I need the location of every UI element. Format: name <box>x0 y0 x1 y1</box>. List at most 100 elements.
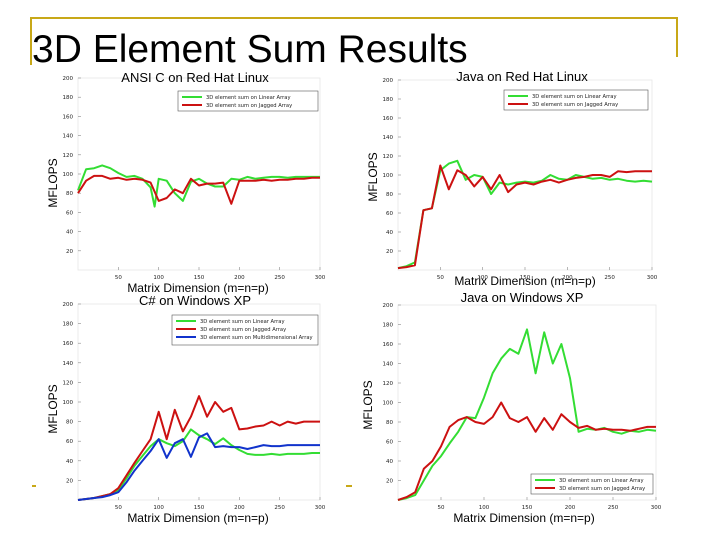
y-tick-label: 100 <box>383 173 394 179</box>
x-tick-label: 100 <box>153 275 164 281</box>
x-tick-label: 50 <box>115 275 122 281</box>
legend: 3D element sum on Linear Array 3D element… <box>530 473 654 495</box>
x-tick-label: 250 <box>274 505 285 511</box>
x-tick-label: 50 <box>115 505 122 511</box>
y-tick-label: 100 <box>63 400 74 406</box>
legend-box <box>177 90 319 112</box>
y-tick-label: 20 <box>386 249 393 255</box>
chart-title: C# on Windows XP <box>139 293 251 308</box>
y-tick-label: 120 <box>63 380 74 386</box>
y-tick-label: 80 <box>66 420 73 426</box>
x-axis-label: Matrix Dimension (m=n=p) <box>454 274 595 288</box>
x-tick-label: 100 <box>477 275 488 281</box>
x-tick-label: 300 <box>315 275 326 281</box>
series-line-1 <box>77 164 320 208</box>
title-accent-bar-right <box>676 17 678 57</box>
series-line-1 <box>397 328 657 501</box>
y-tick-label: 140 <box>383 135 394 141</box>
y-tick-label: 80 <box>386 192 393 198</box>
legend: 3D element sum on Linear Array 3D element… <box>177 90 319 112</box>
series-line-2 <box>397 164 652 270</box>
x-tick-label: 300 <box>315 505 326 511</box>
y-tick-label: 120 <box>383 381 394 387</box>
x-tick-label: 250 <box>604 275 615 281</box>
y-axis-label: MFLOPS <box>361 380 375 429</box>
chart-title: ANSI C on Red Hat Linux <box>121 70 269 85</box>
x-tick-label: 150 <box>520 275 531 281</box>
y-tick-label: 20 <box>66 249 73 255</box>
x-tick-label: 50 <box>438 505 445 511</box>
title-accent-bar-left <box>30 17 32 65</box>
chart-panel-1: 20 40 60 80 100 120 140 160 180 200 50 100 150 200 250… <box>46 70 326 295</box>
x-tick-label: 150 <box>194 275 205 281</box>
y-tick-label: 20 <box>66 478 73 484</box>
y-tick-label: 120 <box>63 153 74 159</box>
y-tick-label: 60 <box>386 211 393 217</box>
legend-label: 3D element sum on Jagged Array <box>532 102 618 108</box>
y-tick-label: 180 <box>63 95 74 101</box>
x-tick-label: 200 <box>234 505 245 511</box>
y-tick-label: 40 <box>386 459 393 465</box>
series-line-1 <box>397 159 653 270</box>
x-axis-label: Matrix Dimension (m=n=p) <box>453 511 594 525</box>
legend: 3D element sum on Linear Array 3D element… <box>171 314 319 346</box>
x-tick-label: 150 <box>522 505 533 511</box>
legend-label: 3D element sum on Linear Array <box>559 478 644 484</box>
y-tick-label: 40 <box>386 230 393 236</box>
chart-panel-2: 20 40 60 80 100 120 140 160 180 200 50 100 150 200 250… <box>366 69 658 288</box>
legend: 3D element sum on Linear Array 3D element… <box>503 89 649 111</box>
legend-box <box>503 89 649 111</box>
legend-label: 3D element sum on Linear Array <box>532 94 617 100</box>
legend-label: 3D element sum on Jagged Array <box>200 327 286 333</box>
y-tick-label: 60 <box>66 439 73 445</box>
y-tick-label: 80 <box>66 191 73 197</box>
series-line-2 <box>77 174 320 205</box>
series-line-3 <box>77 432 320 501</box>
y-tick-label: 100 <box>383 401 394 407</box>
legend-label: 3D element sum on Jagged Array <box>206 103 292 109</box>
y-axis-label: MFLOPS <box>46 158 60 207</box>
x-tick-label: 200 <box>234 275 245 281</box>
y-tick-label: 60 <box>386 440 393 446</box>
y-axis-label: MFLOPS <box>366 152 380 201</box>
y-tick-label: 40 <box>66 459 73 465</box>
y-tick-label: 200 <box>383 303 394 309</box>
x-tick-label: 300 <box>647 275 658 281</box>
y-tick-label: 180 <box>383 97 394 103</box>
y-tick-label: 60 <box>66 210 73 216</box>
series-line-2 <box>77 395 320 501</box>
y-tick-label: 160 <box>383 116 394 122</box>
x-tick-label: 250 <box>608 505 619 511</box>
y-tick-label: 100 <box>63 172 74 178</box>
y-tick-label: 200 <box>63 76 74 82</box>
x-tick-label: 100 <box>153 505 164 511</box>
y-tick-label: 80 <box>386 420 393 426</box>
y-tick-label: 20 <box>386 479 393 485</box>
chart-title: Java on Windows XP <box>461 290 584 305</box>
y-tick-label: 200 <box>383 78 394 84</box>
y-tick-label: 160 <box>63 341 74 347</box>
x-tick-label: 200 <box>562 275 573 281</box>
legend-box <box>530 473 654 495</box>
y-tick-label: 180 <box>383 323 394 329</box>
y-axis-label: MFLOPS <box>46 384 60 433</box>
x-tick-label: 150 <box>194 505 205 511</box>
chart-title: Java on Red Hat Linux <box>456 69 588 84</box>
accent-mark <box>346 485 352 487</box>
x-tick-label: 50 <box>437 275 444 281</box>
y-tick-label: 140 <box>63 361 74 367</box>
y-tick-label: 160 <box>383 342 394 348</box>
legend-label: 3D element sum on Linear Array <box>206 95 291 101</box>
x-tick-label: 100 <box>479 505 490 511</box>
y-tick-label: 140 <box>383 362 394 368</box>
series-line-2 <box>397 401 656 501</box>
y-tick-label: 200 <box>63 302 74 308</box>
accent-mark <box>32 485 36 487</box>
title-accent-bar <box>30 17 678 19</box>
x-axis-label: Matrix Dimension (m=n=p) <box>127 281 268 295</box>
y-tick-label: 120 <box>383 154 394 160</box>
y-tick-label: 40 <box>66 230 73 236</box>
legend-box <box>171 314 319 346</box>
x-tick-label: 200 <box>565 505 576 511</box>
